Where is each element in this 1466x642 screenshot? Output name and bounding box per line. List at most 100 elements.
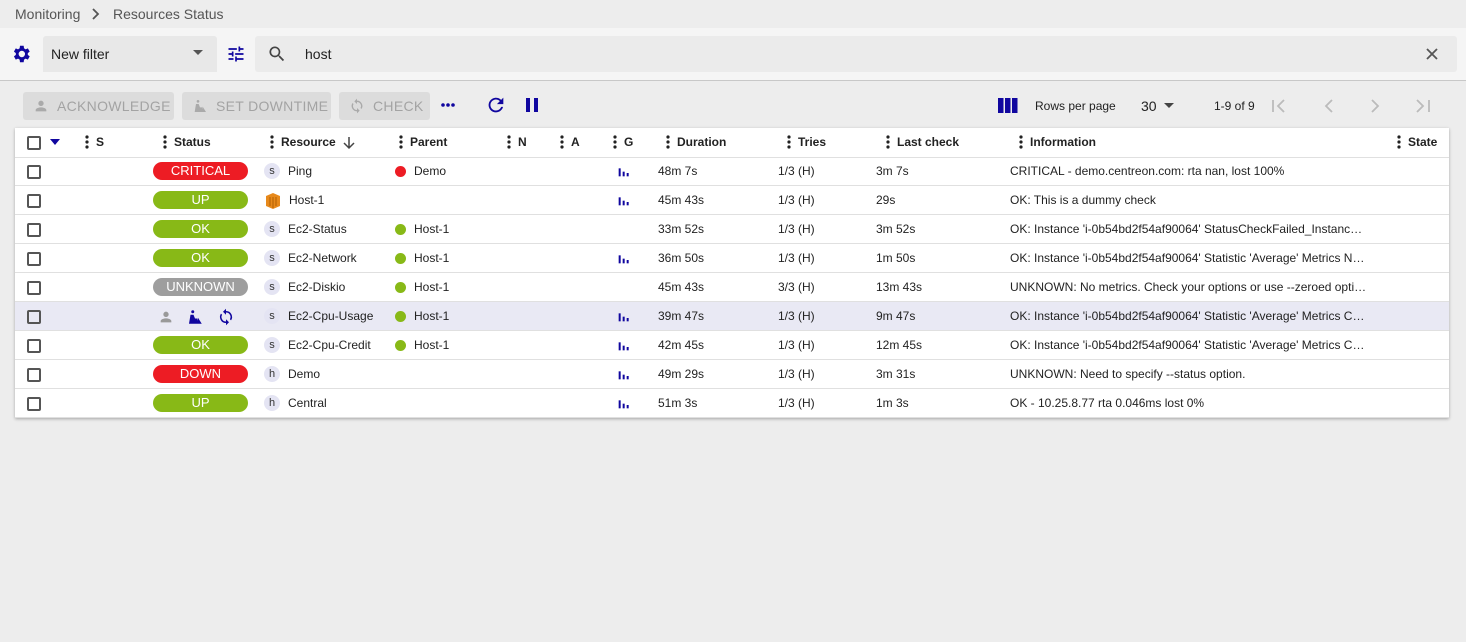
pause-icon[interactable] — [524, 97, 540, 113]
row-checkbox[interactable] — [27, 165, 41, 179]
column-drag-handle — [612, 135, 618, 149]
parent-status-dot — [395, 224, 406, 235]
column-header[interactable]: G — [624, 128, 633, 157]
column-header[interactable]: Resource — [281, 128, 336, 157]
duration: 51m 3s — [658, 389, 697, 418]
resource-name[interactable]: Host-1 — [289, 186, 324, 215]
parent-name[interactable]: Host-1 — [414, 273, 449, 302]
table-row[interactable]: OKsEc2-NetworkHost-136m 50s1/3 (H)1m 50s… — [15, 244, 1449, 273]
duration: 45m 43s — [658, 186, 704, 215]
column-header[interactable]: Status — [174, 128, 211, 157]
chevron — [90, 8, 102, 20]
parent-name[interactable]: Host-1 — [414, 302, 449, 331]
more-icon[interactable] — [440, 101, 456, 109]
table-row[interactable]: UPhCentral51m 3s1/3 (H)1m 3sOK - 10.25.8… — [15, 389, 1449, 418]
graph-icon — [616, 395, 632, 411]
column-drag-handle — [1396, 135, 1402, 149]
page-range: 1-9 of 9 — [1214, 99, 1255, 113]
refresh-icon[interactable] — [485, 94, 507, 116]
tries: 1/3 (H) — [778, 302, 815, 331]
filter-select[interactable]: New filter — [43, 36, 217, 72]
parent-status-dot — [395, 340, 406, 351]
row-checkbox[interactable] — [27, 252, 41, 266]
column-header[interactable]: Tries — [798, 128, 826, 157]
table-row[interactable]: CRITICALsPingDemo48m 7s1/3 (H)3m 7sCRITI… — [15, 157, 1449, 186]
tries: 1/3 (H) — [778, 360, 815, 389]
caret — [1164, 103, 1174, 109]
table-row[interactable]: UPHost-145m 43s1/3 (H)29sOK: This is a d… — [15, 186, 1449, 215]
downtime-button[interactable]: SET DOWNTIME — [182, 92, 331, 120]
table-row[interactable]: OKsEc2-Cpu-CreditHost-142m 45s1/3 (H)12m… — [15, 331, 1449, 360]
column-header[interactable]: Duration — [677, 128, 726, 157]
column-header[interactable]: S — [96, 128, 104, 157]
column-header[interactable]: Information — [1030, 128, 1096, 157]
filter-options-icon[interactable] — [226, 44, 246, 64]
clear-icon[interactable] — [1426, 48, 1438, 60]
last-check: 3m 52s — [876, 215, 915, 244]
table-row[interactable]: UNKNOWNsEc2-DiskioHost-145m 43s3/3 (H)13… — [15, 273, 1449, 302]
resource-type: s — [264, 337, 280, 353]
graph-icon — [616, 366, 632, 382]
resource-name[interactable]: Central — [288, 389, 327, 418]
columns-icon[interactable] — [998, 98, 1018, 113]
resource-name[interactable]: Ec2-Network — [288, 244, 357, 273]
parent-status-dot — [395, 282, 406, 293]
row-checkbox[interactable] — [27, 281, 41, 295]
resource-type: h — [264, 395, 280, 411]
acknowledge-button[interactable]: ACKNOWLEDGE — [23, 92, 174, 120]
resource-name[interactable]: Ec2-Cpu-Usage — [288, 302, 373, 331]
row-checkbox[interactable] — [27, 310, 41, 324]
rows-per-page[interactable]: 30 — [1141, 98, 1157, 114]
duration: 49m 29s — [658, 360, 704, 389]
row-checkbox[interactable] — [27, 194, 41, 208]
status-chip: UNKNOWN — [153, 278, 248, 296]
column-header[interactable]: Last check — [897, 128, 959, 157]
parent-name[interactable]: Host-1 — [414, 331, 449, 360]
resource-name[interactable]: Ec2-Status — [288, 215, 347, 244]
resource-name[interactable]: Ec2-Cpu-Credit — [288, 331, 371, 360]
breadcrumb-item[interactable]: Resources Status — [113, 6, 224, 22]
tries: 1/3 (H) — [778, 389, 815, 418]
column-header[interactable]: State — [1408, 128, 1437, 157]
status-chip: UP — [153, 191, 248, 209]
last-check: 1m 3s — [876, 389, 909, 418]
check-button[interactable]: CHECK — [339, 92, 430, 120]
table-row[interactable]: OKsEc2-StatusHost-133m 52s1/3 (H)3m 52sO… — [15, 215, 1449, 244]
tries: 1/3 (H) — [778, 157, 815, 186]
column-header[interactable]: A — [571, 128, 580, 157]
parent-name[interactable]: Demo — [414, 157, 446, 186]
column-drag-handle — [398, 135, 404, 149]
column-header[interactable]: Parent — [410, 128, 447, 157]
breadcrumb-item[interactable]: Monitoring — [15, 6, 80, 22]
resource-name[interactable]: Ec2-Diskio — [288, 273, 345, 302]
column-drag-handle — [162, 135, 168, 149]
tries: 1/3 (H) — [778, 244, 815, 273]
resource-name[interactable]: Demo — [288, 360, 320, 389]
resource-icon — [266, 193, 280, 209]
column-drag-handle — [84, 135, 90, 149]
row-checkbox[interactable] — [27, 223, 41, 237]
row-checkbox[interactable] — [27, 368, 41, 382]
settings-icon[interactable] — [10, 43, 32, 65]
resource-name[interactable]: Ping — [288, 157, 312, 186]
table-row[interactable]: DOWNhDemo49m 29s1/3 (H)3m 31sUNKNOWN: Ne… — [15, 360, 1449, 389]
column-drag-handle — [885, 135, 891, 149]
graph-icon — [616, 192, 632, 208]
column-header[interactable]: N — [518, 128, 527, 157]
parent-name[interactable]: Host-1 — [414, 215, 449, 244]
search-field[interactable]: host — [255, 36, 1457, 72]
graph-icon — [616, 250, 632, 266]
page-navigation[interactable] — [1272, 99, 1452, 113]
row-checkbox[interactable] — [27, 339, 41, 353]
table-row[interactable]: sEc2-Cpu-UsageHost-139m 47s1/3 (H)9m 47s… — [15, 302, 1449, 331]
status-chip: OK — [153, 336, 248, 354]
row-checkbox[interactable] — [27, 397, 41, 411]
last-check: 13m 43s — [876, 273, 922, 302]
resources-table: S Status Resource Parent N A G Duration Tries Las… — [15, 128, 1449, 418]
duration: 42m 45s — [658, 331, 704, 360]
parent-name[interactable]: Host-1 — [414, 244, 449, 273]
duration: 36m 50s — [658, 244, 704, 273]
rows-per-page-label: Rows per page — [1035, 99, 1116, 113]
sort-menu — [50, 139, 60, 145]
select-all-checkbox[interactable] — [27, 136, 41, 150]
